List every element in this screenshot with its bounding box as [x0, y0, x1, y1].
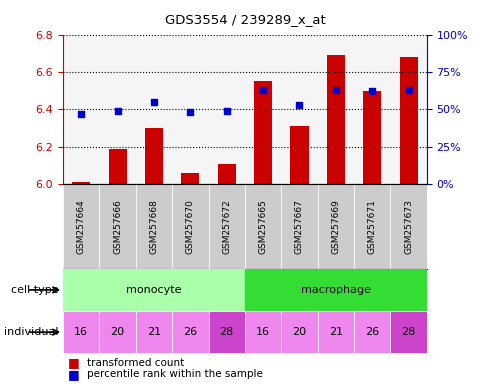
Bar: [244, 269, 426, 311]
Bar: [399, 57, 417, 184]
Bar: [136, 311, 172, 353]
Bar: [254, 81, 272, 184]
Bar: [63, 184, 99, 269]
Text: percentile rank within the sample: percentile rank within the sample: [87, 369, 263, 379]
Bar: [72, 182, 90, 184]
Text: 28: 28: [219, 327, 233, 337]
Bar: [317, 311, 353, 353]
Bar: [172, 184, 208, 269]
Point: [113, 108, 121, 114]
Text: GSM257666: GSM257666: [113, 199, 122, 254]
Text: GSM257668: GSM257668: [149, 199, 158, 254]
Text: GSM257669: GSM257669: [331, 199, 340, 254]
Text: GSM257664: GSM257664: [76, 199, 86, 254]
Point: [295, 102, 303, 108]
Text: ■: ■: [68, 356, 83, 369]
Bar: [145, 128, 163, 184]
Text: macrophage: macrophage: [300, 285, 370, 295]
Bar: [244, 184, 281, 269]
Text: GSM257671: GSM257671: [367, 199, 376, 254]
Text: GSM257670: GSM257670: [185, 199, 195, 254]
Bar: [181, 173, 199, 184]
Bar: [390, 311, 426, 353]
Bar: [353, 184, 390, 269]
Text: GSM257667: GSM257667: [294, 199, 303, 254]
Bar: [208, 184, 244, 269]
Bar: [290, 126, 308, 184]
Point: [368, 88, 376, 94]
Bar: [363, 91, 380, 184]
Bar: [99, 311, 136, 353]
Text: 26: 26: [364, 327, 378, 337]
Bar: [317, 184, 353, 269]
Bar: [136, 184, 172, 269]
Text: 20: 20: [110, 327, 124, 337]
Point: [258, 87, 266, 93]
Text: 26: 26: [183, 327, 197, 337]
Text: 16: 16: [74, 327, 88, 337]
Point: [404, 87, 411, 93]
Text: 28: 28: [401, 327, 415, 337]
Text: 21: 21: [147, 327, 161, 337]
Text: transformed count: transformed count: [87, 358, 184, 368]
Text: GSM257672: GSM257672: [222, 199, 231, 254]
Point: [222, 108, 230, 114]
Bar: [99, 184, 136, 269]
Bar: [281, 184, 317, 269]
Text: 21: 21: [328, 327, 342, 337]
Text: GDS3554 / 239289_x_at: GDS3554 / 239289_x_at: [164, 13, 325, 26]
Bar: [63, 269, 244, 311]
Text: 20: 20: [292, 327, 306, 337]
Text: monocyte: monocyte: [126, 285, 182, 295]
Text: cell type: cell type: [11, 285, 58, 295]
Bar: [281, 311, 317, 353]
Bar: [244, 311, 281, 353]
Point: [77, 111, 85, 117]
Text: ■: ■: [68, 368, 83, 381]
Text: 16: 16: [256, 327, 270, 337]
Bar: [217, 164, 235, 184]
Bar: [353, 311, 390, 353]
Text: GSM257665: GSM257665: [258, 199, 267, 254]
Bar: [63, 311, 99, 353]
Bar: [208, 311, 244, 353]
Bar: [172, 311, 208, 353]
Point: [150, 99, 157, 105]
Bar: [390, 184, 426, 269]
Point: [331, 87, 339, 93]
Bar: [108, 149, 126, 184]
Bar: [326, 55, 344, 184]
Point: [186, 109, 194, 116]
Text: individual: individual: [4, 327, 58, 337]
Text: GSM257673: GSM257673: [403, 199, 412, 254]
